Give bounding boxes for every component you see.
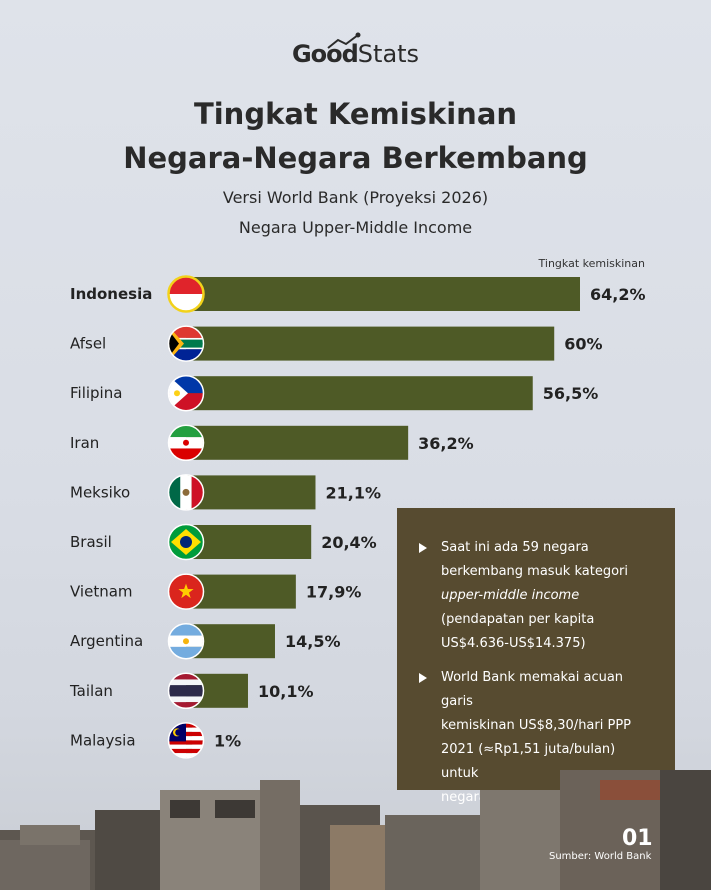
category-label-malaysia: Malaysia [70,731,136,749]
logo-good: Good [291,40,359,68]
bar-vietnam [186,574,296,609]
slum-skyline-decoration [0,770,711,890]
logo-stats: Stats [357,40,420,68]
subtitle-line-1: Versi World Bank (Proyeksi 2026) [222,188,489,207]
info-item-1-line-2: berkembang masuk kategori [441,564,628,579]
info-item-1-line-4: (pendapatan per kapita [441,612,595,627]
value-label-iran: 36,2% [418,434,474,453]
category-label-afsel: Afsel [70,335,106,353]
page-number: 01 [622,826,653,851]
bullet-triangle-icon [419,673,427,683]
value-label-indonesia: 64,2% [590,285,646,304]
value-label-meksiko: 21,1% [325,483,381,502]
malaysia-flag-icon [167,722,205,759]
vietnam-flag-icon [167,573,205,610]
argentina-flag-icon [167,622,205,660]
info-item-2-line-1: World Bank memakai acuan garis [441,670,624,709]
category-label-brasil: Brasil [70,533,112,551]
value-label-argentina: 14,5% [285,632,341,651]
category-label-vietnam: Vietnam [70,583,133,601]
info-item-1-line-1: Saat ini ada 59 negara [441,540,589,555]
bar-afsel [186,326,555,361]
category-label-argentina: Argentina [70,632,143,650]
column-label: Tingkat kemiskinan [538,257,645,270]
page-title: Tingkat Kemiskinan Negara-Negara Berkemb… [0,92,711,180]
bar-meksiko [186,475,316,510]
brazil-flag-icon [167,523,205,561]
philippines-flag-icon [167,374,205,412]
subtitle-line-2: Negara Upper-Middle Income [238,218,473,237]
category-label-indonesia: Indonesia [70,285,152,303]
info-item-1: Saat ini ada 59 negara berkembang masuk … [419,536,655,656]
trend-line-icon [327,32,361,49]
value-label-malaysia: 1% [214,731,241,750]
source-label: Sumber: World Bank [549,851,652,862]
indonesia-flag-icon [167,275,205,313]
category-label-iran: Iran [70,434,99,452]
bar-filipina [186,376,533,411]
category-label-filipina: Filipina [70,384,122,402]
bullet-triangle-icon [419,543,427,553]
south-africa-flag-icon [167,325,205,362]
bar-brasil [186,525,312,559]
bar-iran [186,425,409,460]
info-item-1-line-3: upper-middle income [441,588,580,603]
value-label-brasil: 20,4% [321,533,377,552]
iran-flag-icon [167,424,205,462]
value-label-afsel: 60% [564,335,602,354]
goodstats-logo: GoodStats [0,32,711,68]
title-line-1: Tingkat Kemiskinan [193,97,518,131]
info-item-1-line-5: US$4.636-US$14.375) [441,636,586,651]
bar-indonesia [186,277,580,311]
value-label-tailan: 10,1% [258,682,314,701]
mexico-flag-icon [167,474,205,511]
info-item-2-line-3: 2021 (≈Rp1,51 juta/bulan) untuk [441,742,616,781]
value-label-filipina: 56,5% [543,384,599,403]
info-item-2-line-2: kemiskinan US$8,30/hari PPP [441,718,632,733]
info-box: Saat ini ada 59 negara berkembang masuk … [397,508,675,805]
title-line-2: Negara-Negara Berkembang [123,141,588,175]
thailand-flag-icon [167,672,205,710]
category-label-tailan: Tailan [69,682,113,700]
category-label-meksiko: Meksiko [70,483,130,501]
value-label-vietnam: 17,9% [306,583,362,602]
